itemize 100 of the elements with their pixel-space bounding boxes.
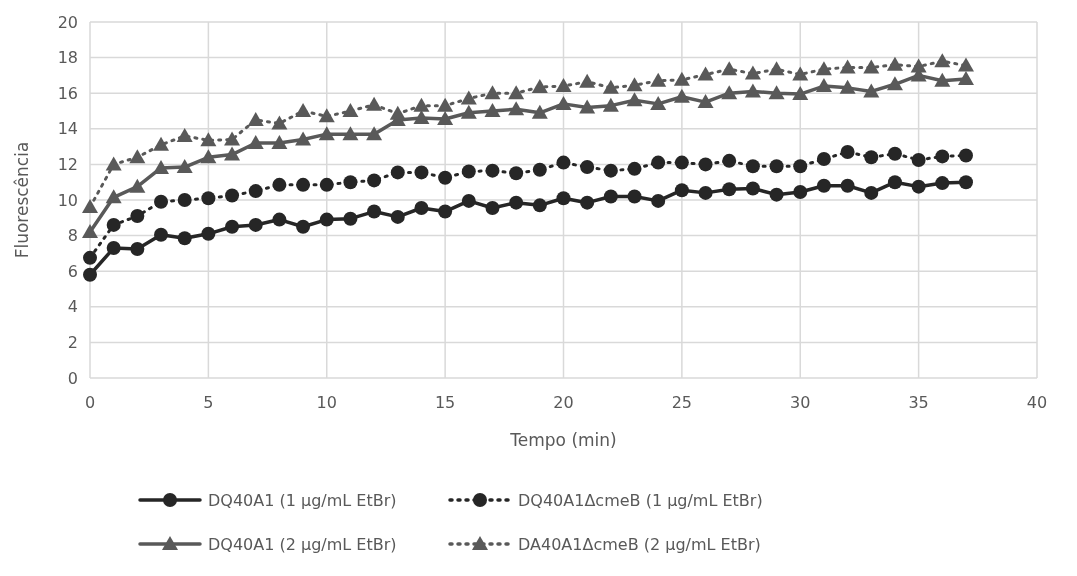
x-axis-title: Tempo (min) <box>509 430 617 450</box>
point <box>271 135 288 150</box>
point <box>130 241 145 256</box>
x-tick-label: 10 <box>316 393 337 412</box>
x-tick-label: 15 <box>434 393 456 412</box>
point <box>744 65 761 80</box>
y-tick-label: 18 <box>57 48 78 68</box>
y-tick-label: 10 <box>57 190 78 210</box>
point <box>272 177 287 192</box>
point <box>367 204 382 219</box>
point <box>106 217 121 232</box>
point <box>509 195 524 210</box>
point <box>958 175 973 190</box>
point <box>840 178 855 193</box>
point <box>248 217 263 232</box>
point <box>176 127 193 142</box>
point <box>508 85 525 100</box>
legend-label: DQ40A1ΔcmeB (1 µg/mL EtBr) <box>518 490 763 510</box>
point <box>721 85 738 100</box>
point <box>437 97 454 112</box>
point <box>319 177 334 192</box>
point <box>673 71 690 86</box>
point <box>864 185 879 200</box>
point <box>815 61 832 76</box>
point <box>176 159 193 174</box>
point <box>697 94 714 109</box>
point <box>651 193 666 208</box>
y-tick-label: 4 <box>67 297 78 317</box>
point <box>461 193 476 208</box>
point <box>957 70 974 85</box>
point <box>627 189 642 204</box>
point <box>698 157 713 172</box>
point <box>484 103 501 117</box>
point <box>366 126 383 141</box>
point <box>579 73 596 88</box>
point <box>935 176 950 191</box>
point <box>319 212 334 227</box>
point <box>343 211 358 226</box>
point <box>722 153 737 168</box>
point <box>792 66 809 81</box>
point <box>509 166 524 181</box>
point <box>153 159 170 174</box>
point <box>957 57 974 72</box>
legend-label: DQ40A1 (2 µg/mL EtBr) <box>208 534 397 554</box>
point <box>318 126 335 141</box>
point <box>225 188 240 203</box>
point <box>556 191 571 206</box>
point <box>934 53 951 68</box>
point <box>485 201 500 216</box>
point <box>295 103 312 117</box>
point <box>389 105 406 120</box>
point <box>839 59 856 74</box>
point <box>83 267 97 282</box>
point <box>580 195 595 210</box>
point <box>437 111 454 126</box>
y-tick-label: 12 <box>57 155 78 174</box>
point <box>745 159 760 174</box>
point <box>602 79 619 94</box>
x-tick-label: 35 <box>908 393 929 412</box>
point <box>698 185 713 200</box>
point <box>83 250 97 265</box>
y-tick-label: 16 <box>57 83 78 103</box>
legend-label: DQ40A1 (1 µg/mL EtBr) <box>208 490 397 510</box>
point <box>296 177 311 192</box>
y-tick-label: 8 <box>67 226 78 246</box>
point <box>650 72 667 87</box>
point <box>508 101 525 116</box>
point <box>910 58 927 73</box>
point <box>626 92 643 107</box>
point <box>816 152 831 167</box>
point <box>177 231 192 246</box>
point <box>911 179 926 194</box>
point <box>296 219 311 234</box>
point <box>650 95 667 110</box>
x-tick-label: 30 <box>790 393 811 412</box>
point <box>318 108 335 123</box>
point <box>769 187 784 202</box>
point <box>886 56 903 71</box>
point <box>793 159 808 174</box>
point <box>627 161 642 176</box>
point <box>580 160 595 175</box>
point <box>200 149 217 164</box>
point <box>792 86 809 101</box>
point <box>555 95 572 110</box>
point <box>247 111 264 126</box>
point <box>224 146 241 161</box>
point <box>413 110 430 125</box>
point <box>129 178 146 193</box>
point <box>697 66 714 81</box>
point <box>154 194 169 209</box>
point <box>887 146 902 161</box>
point <box>224 131 241 146</box>
point <box>484 85 501 100</box>
y-tick-label: 14 <box>57 119 78 139</box>
point <box>272 212 287 227</box>
point <box>532 198 547 213</box>
point <box>129 149 146 164</box>
point <box>864 150 879 165</box>
point <box>390 209 405 224</box>
point <box>414 165 429 180</box>
